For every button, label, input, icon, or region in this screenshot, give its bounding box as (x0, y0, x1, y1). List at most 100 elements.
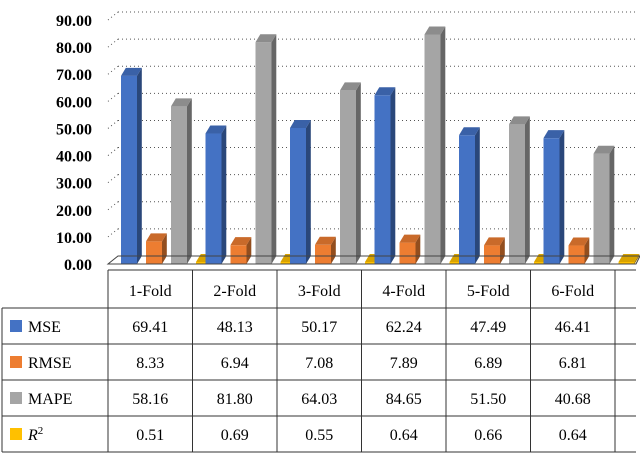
legend-label: MAPE (28, 391, 72, 408)
gridline-diagonal (107, 201, 119, 211)
bar-top (399, 234, 421, 243)
bar-side (137, 67, 142, 264)
bar-top (205, 125, 227, 134)
table-value: 6.89 (474, 355, 502, 372)
bar-side (559, 130, 565, 264)
table-value: 0.66 (474, 427, 502, 444)
bar-front (449, 262, 466, 264)
bar-side (475, 127, 480, 265)
gridline-diagonal (107, 65, 119, 75)
bar-mse-4-fold (374, 87, 396, 265)
bar-top (509, 116, 530, 125)
table-value: 46.41 (555, 319, 591, 336)
legend-label: RMSE (28, 355, 72, 372)
table-value: 64.03 (301, 391, 337, 408)
legend-key-r (10, 428, 22, 440)
bar-front (459, 135, 475, 264)
table-value: 0.69 (221, 427, 249, 444)
bar-top (171, 98, 192, 107)
bar-mape-5-fold (509, 116, 530, 264)
table-value: 40.68 (555, 391, 591, 408)
legend-key-mse (10, 320, 22, 332)
gridline-diagonal (107, 92, 119, 102)
bar-front (484, 245, 500, 264)
bar-front (399, 242, 416, 264)
y-tick-label: 40.00 (56, 149, 92, 166)
bar-top (593, 145, 615, 154)
table-value: 6.81 (559, 355, 587, 372)
gridline-diagonal (107, 38, 119, 48)
bar-front (146, 241, 162, 264)
y-tick-label: 80.00 (56, 40, 92, 57)
bar-mape-1-fold (171, 98, 192, 264)
bar-front (374, 95, 391, 265)
bar-side (584, 237, 590, 264)
bar-mape-4-fold (424, 26, 446, 265)
y-tick-label: 0.00 (64, 257, 92, 274)
bar-mse-3-fold (290, 119, 311, 265)
gridline-diagonal (107, 174, 119, 184)
bar-top (543, 130, 565, 139)
bar-side (187, 98, 192, 264)
bar-mape-3-fold (340, 82, 361, 264)
bar-top (290, 119, 311, 128)
bar-mape-2-fold (255, 34, 277, 264)
table-value: 81.80 (217, 391, 253, 408)
bar-side (440, 26, 446, 265)
bar-front (205, 133, 222, 264)
bar-top (374, 87, 396, 96)
table-value: 50.17 (301, 319, 337, 336)
bar-side (356, 82, 361, 264)
floor-outline (106, 255, 640, 265)
bar-front (121, 75, 137, 264)
bar-top (121, 67, 142, 76)
bar-front (568, 245, 585, 264)
bar-top (146, 233, 167, 242)
bar-front (509, 124, 525, 264)
bar-rmse-4-fold (399, 234, 421, 264)
bar-front (534, 262, 550, 264)
bar-front (255, 42, 272, 264)
table-value: 62.24 (386, 319, 422, 336)
gridline-diagonal (107, 147, 119, 156)
bar-rmse-5-fold (484, 237, 505, 264)
gridline-diagonal (107, 228, 119, 238)
table-value: 0.64 (390, 427, 418, 444)
bar-mse-2-fold (205, 125, 227, 264)
bar-top (340, 82, 361, 91)
bar-front (340, 90, 356, 264)
y-tick-label: 70.00 (56, 67, 92, 84)
chart-floor (106, 255, 640, 265)
table-value: 48.13 (217, 319, 253, 336)
bar-front (171, 106, 187, 264)
bar-top (424, 26, 446, 35)
bar-mse-5-fold (459, 127, 480, 265)
y-tick-label: 60.00 (56, 94, 92, 111)
bar-side (390, 87, 396, 265)
bar-front (280, 262, 297, 264)
table-value: 6.94 (221, 355, 249, 372)
bar-top (484, 237, 505, 246)
bar-front (593, 153, 610, 264)
bar-rmse-3-fold (315, 236, 336, 264)
bar-top (315, 236, 336, 245)
bar-front (290, 127, 306, 265)
table-value: 7.89 (390, 355, 418, 372)
y-tick-label: 30.00 (56, 176, 92, 193)
category-label: 5-Fold (467, 283, 510, 300)
bar-side (609, 145, 615, 264)
bar-top (255, 34, 277, 43)
gridline-diagonal (107, 120, 119, 129)
table-value: 47.49 (470, 319, 506, 336)
bar-side (331, 236, 336, 264)
bar-front (196, 262, 212, 264)
gridline-diagonal (107, 11, 119, 21)
table-value: 0.55 (305, 427, 333, 444)
category-label: 1-Fold (129, 283, 172, 300)
bar-side (246, 237, 252, 264)
table-value: 51.50 (470, 391, 506, 408)
bar-rmse-2-fold (230, 237, 252, 264)
table-value: 58.16 (132, 391, 168, 408)
bars (121, 26, 640, 265)
bar-top (230, 237, 252, 246)
